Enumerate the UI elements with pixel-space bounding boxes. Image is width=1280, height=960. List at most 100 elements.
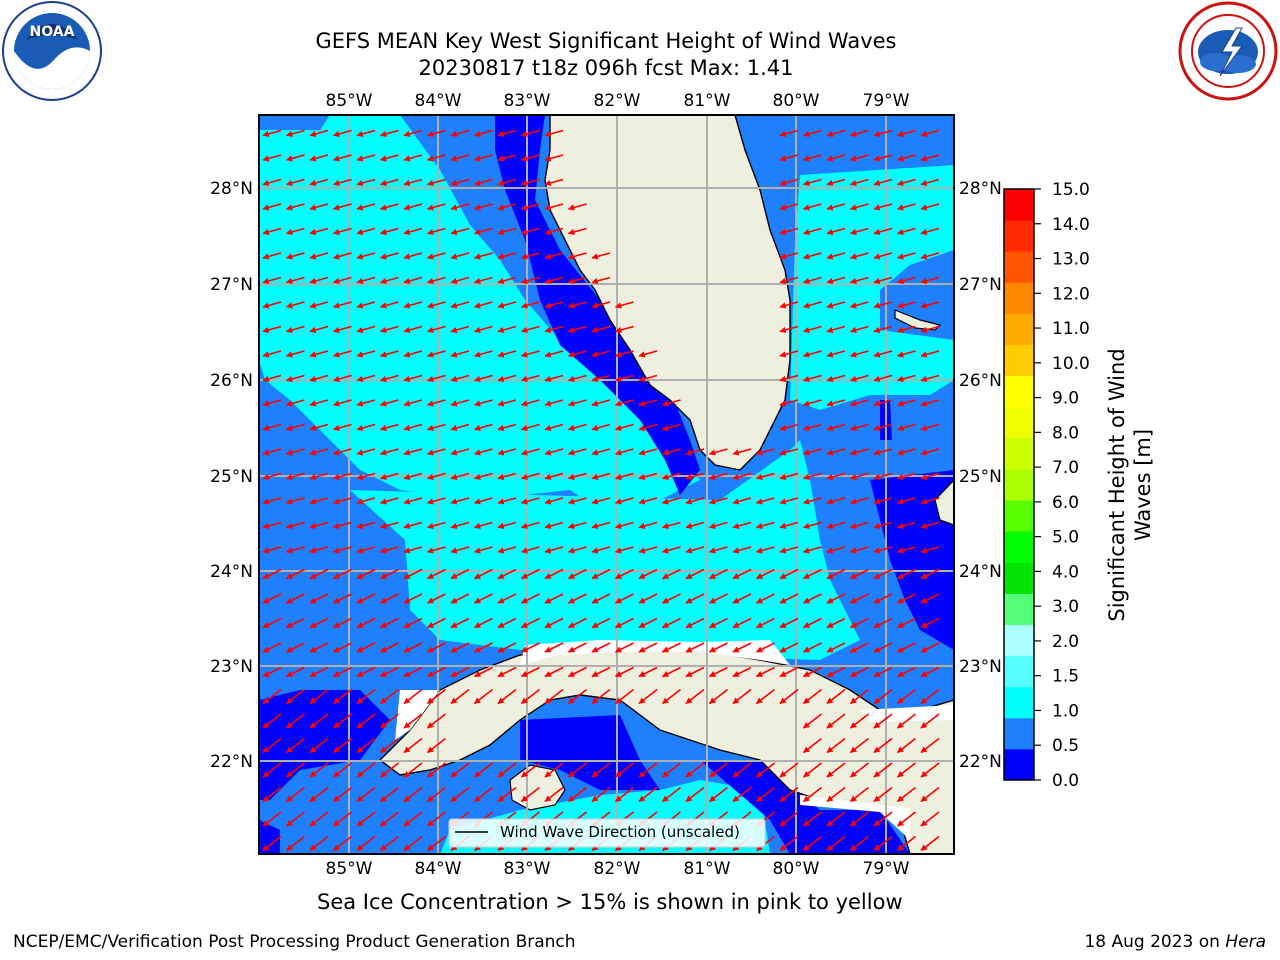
wind-arrow — [779, 811, 799, 827]
wind-arrow — [473, 399, 493, 407]
wind-arrow — [661, 688, 681, 705]
lon-label: 84°W — [415, 91, 462, 111]
wind-arrow — [849, 374, 869, 383]
wind-arrow — [403, 497, 423, 505]
wind-arrow — [403, 276, 423, 285]
wind-arrow — [755, 497, 775, 505]
wind-arrow — [309, 472, 329, 481]
wind-arrow — [356, 154, 376, 162]
wind-arrow — [403, 546, 423, 554]
wind-arrow — [708, 546, 728, 554]
colorbar-label-line2: Waves [m] — [1131, 429, 1155, 541]
wind-arrow — [685, 497, 705, 505]
wind-arrow — [379, 811, 399, 827]
wind-arrow — [356, 593, 376, 604]
wind-arrow — [426, 811, 446, 827]
wind-arrow — [873, 666, 893, 678]
wind-arrow — [262, 811, 282, 827]
wind-arrow — [896, 521, 916, 530]
wind-arrow — [873, 472, 893, 481]
wind-arrow — [849, 811, 869, 827]
wind-arrow — [826, 472, 846, 481]
graticule — [259, 115, 954, 854]
wind-arrow — [826, 325, 846, 334]
wind-arrow — [450, 497, 470, 505]
wind-arrow — [426, 252, 446, 260]
wind-arrow — [896, 276, 916, 285]
wind-arrow — [896, 546, 916, 554]
wind-arrow — [567, 617, 587, 629]
wind-arrow — [379, 423, 399, 432]
wind-arrow — [873, 617, 893, 629]
wind-arrow — [403, 835, 423, 852]
wind-arrow — [920, 448, 940, 456]
wind-arrow — [779, 325, 799, 334]
wind-arrow — [920, 737, 940, 754]
wind-arrow — [450, 374, 470, 383]
lon-label: 79°W — [863, 859, 910, 879]
wind-arrow — [403, 448, 423, 456]
wind-arrow — [309, 521, 329, 530]
wind-arrow — [614, 497, 634, 505]
wind-arrow — [802, 835, 822, 852]
wind-arrow — [497, 374, 517, 383]
wind-arrow — [826, 713, 846, 729]
wind-arrow — [497, 786, 517, 803]
wind-arrow — [920, 374, 940, 383]
wind-arrow — [262, 350, 282, 358]
wind-arrow — [732, 642, 752, 653]
wind-arrow — [379, 252, 399, 260]
colorbar-ticks: 15.0 14.0 13.0 12.0 11.0 10.0 9.0 8.0 7.0 6.0 5.0 4… — [1034, 180, 1090, 791]
wind-arrow — [826, 350, 846, 358]
wind-arrow — [497, 688, 517, 705]
wind-arrow — [309, 325, 329, 334]
map-area: Wind Wave Direction (unscaled) — [259, 115, 954, 854]
wind-arrow — [473, 325, 493, 334]
wind-arrow — [309, 811, 329, 827]
wind-arrow — [802, 811, 822, 827]
wind-arrow — [685, 472, 705, 481]
wind-arrow — [450, 762, 470, 778]
footer-host: Hera — [1225, 932, 1266, 952]
wind-arrow — [920, 497, 940, 505]
colorbar-segment — [1004, 220, 1034, 252]
wind-arrow — [896, 811, 916, 827]
wind-arrow — [567, 642, 587, 653]
wind-arrow — [873, 399, 893, 407]
wind-arrow — [755, 642, 775, 653]
wind-arrow — [379, 399, 399, 407]
lon-label: 81°W — [684, 859, 731, 879]
wind-arrow — [403, 350, 423, 358]
wind-arrow — [826, 252, 846, 260]
wave-band-0-0p5-se — [700, 760, 910, 854]
wind-arrow — [520, 593, 540, 604]
wind-arrow — [379, 472, 399, 481]
wind-arrow — [473, 227, 493, 236]
lon-labels-top: 85°W 84°W 83°W 82°W 81°W 80°W 79°W — [326, 91, 910, 111]
wind-arrow — [356, 252, 376, 260]
wind-arrow — [262, 374, 282, 383]
wind-arrow — [661, 617, 681, 629]
wind-arrow — [802, 737, 822, 754]
wind-arrow — [849, 448, 869, 456]
wind-arrow — [332, 811, 352, 827]
wind-arrow — [426, 762, 446, 778]
lat-labels-left: 28°N 27°N 26°N 25°N 24°N 23°N 22°N — [210, 179, 253, 772]
lat-label: 27°N — [959, 275, 1002, 295]
wind-arrow — [285, 786, 305, 803]
wind-arrow — [826, 617, 846, 629]
wind-arrow — [450, 448, 470, 456]
wind-arrow — [920, 350, 940, 358]
wind-arrow — [332, 835, 352, 852]
wind-arrow — [356, 203, 376, 211]
wind-arrow — [497, 203, 517, 211]
wind-arrow — [262, 252, 282, 260]
wind-arrow — [262, 688, 282, 705]
wind-arrow — [638, 423, 658, 432]
wind-arrow — [614, 688, 634, 705]
wind-arrow — [638, 568, 658, 580]
wind-arrow — [426, 472, 446, 481]
wind-arrow — [920, 252, 940, 260]
wind-arrow — [732, 472, 752, 481]
wind-arrow — [450, 350, 470, 358]
